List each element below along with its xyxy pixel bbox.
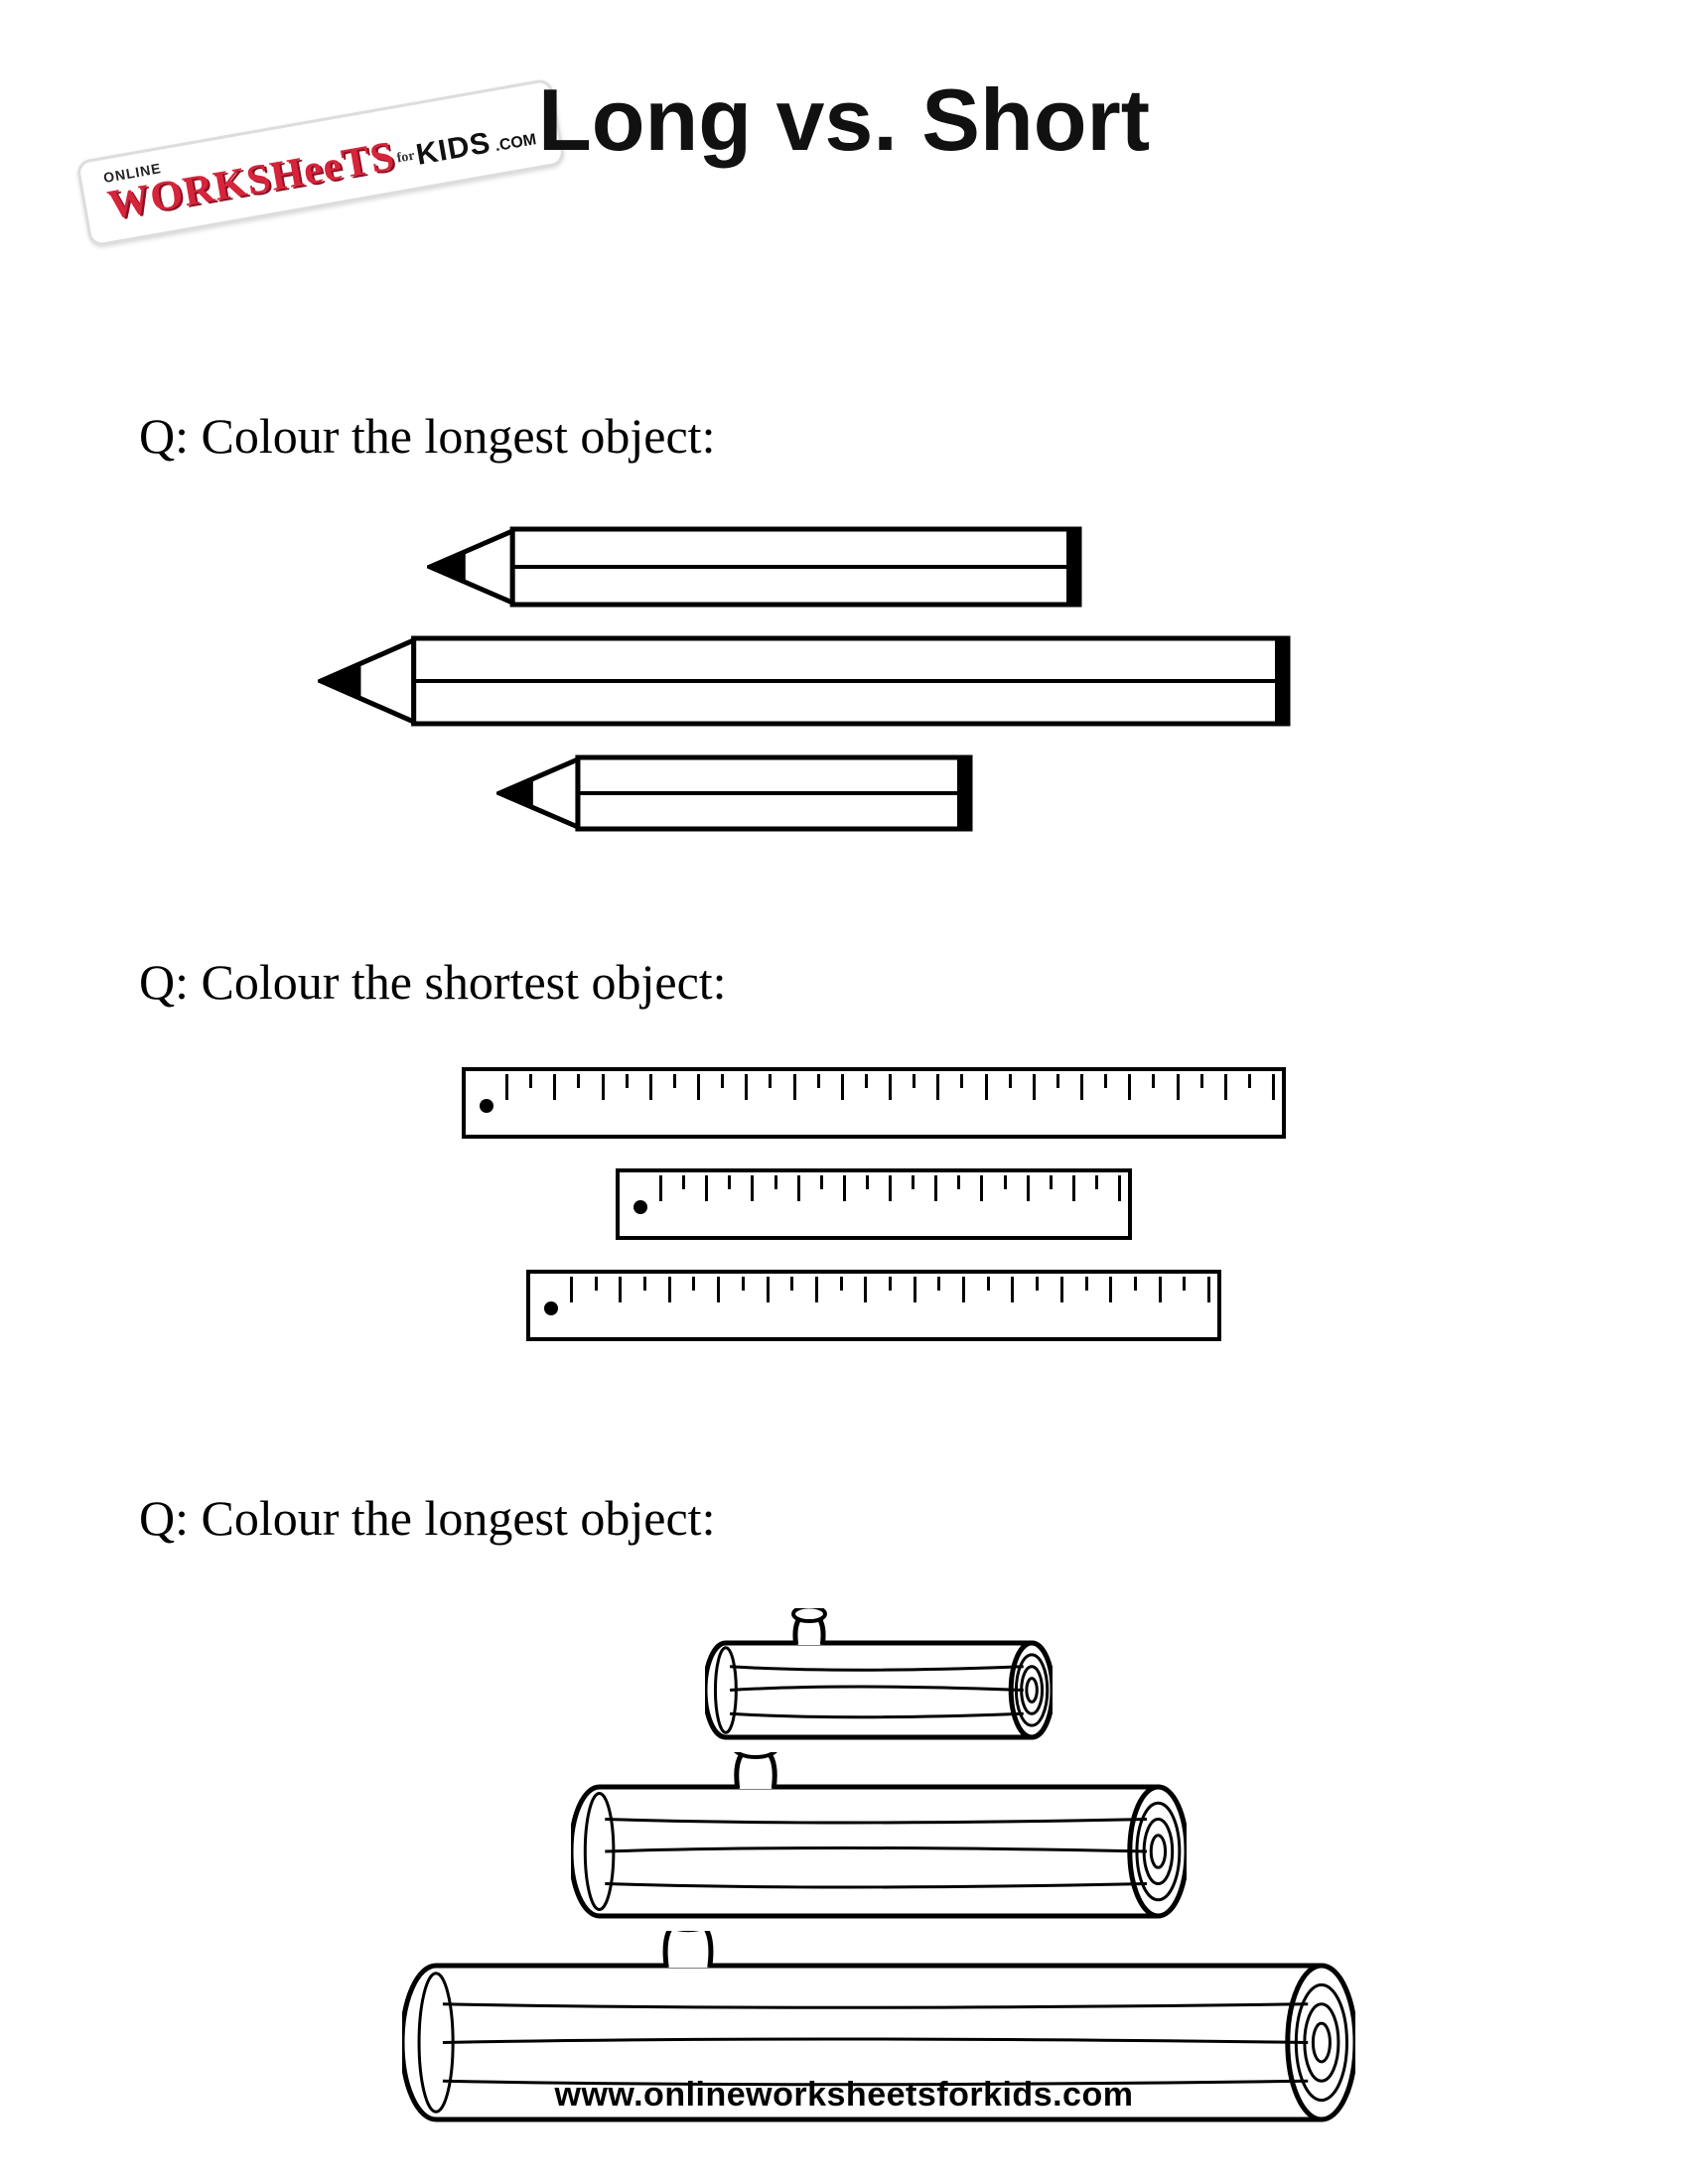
question-3: Q: Colour the longest object: [139,1489,715,1547]
pencil-2 [318,635,1350,727]
page-title: Long vs. Short [0,69,1688,171]
pencil-3 [496,754,1350,832]
ruler-1 [427,1067,1321,1139]
log-2 [357,1752,1400,1921]
question-2: Q: Colour the shortest object: [139,953,727,1011]
rulers-group [427,1067,1321,1371]
worksheet-page: ONLINE WORKSHeeTSforKIDS.COM Long vs. Sh… [0,0,1688,2184]
pencils-group [357,526,1350,860]
ruler-3 [427,1270,1321,1341]
ruler-2 [427,1168,1321,1240]
log-1 [357,1608,1400,1742]
logs-group [357,1608,1400,2134]
pencil-1 [427,526,1350,608]
question-1: Q: Colour the longest object: [139,407,715,465]
footer-url: www.onlineworksheetsforkids.com [0,2076,1688,2115]
